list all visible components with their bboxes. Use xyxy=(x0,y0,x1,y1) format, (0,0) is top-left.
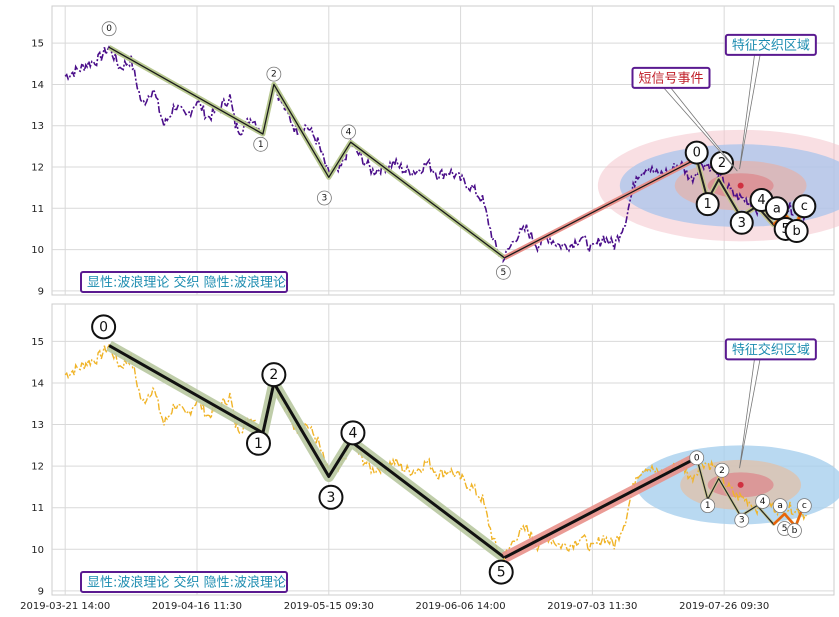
wave-label: 5 xyxy=(782,524,788,534)
wave-label: 5 xyxy=(501,268,507,278)
wave-label-circle xyxy=(784,219,809,244)
wave-label-circle xyxy=(684,140,709,165)
x-tick-label: 2019-07-26 09:30 xyxy=(679,601,769,612)
wave-label-circle xyxy=(796,498,812,514)
wave-label-circle xyxy=(729,210,754,235)
zone-center-dot xyxy=(737,182,744,189)
wave-label: 1 xyxy=(254,436,263,452)
wave-label-circle xyxy=(261,362,287,388)
zone-center-dot xyxy=(737,481,744,488)
wave-label-circle xyxy=(101,21,117,37)
callout-box xyxy=(724,33,817,56)
wave-label: a xyxy=(777,501,783,511)
wave-label-circle xyxy=(340,420,366,446)
wave-label-circle xyxy=(245,430,271,456)
wave-label-circle xyxy=(764,196,789,221)
x-tick-label: 2019-03-21 14:00 xyxy=(20,601,110,612)
wave-label-circle xyxy=(318,484,344,510)
y-tick-label: 12 xyxy=(31,462,44,473)
y-tick-label: 12 xyxy=(31,163,44,174)
wave-label: c xyxy=(801,199,808,214)
y-tick-label: 9 xyxy=(38,586,44,597)
wave-label-circle xyxy=(266,66,282,82)
wave-label-circle xyxy=(772,498,788,514)
wave-label: c xyxy=(802,501,807,511)
x-tick-label: 2019-06-06 14:00 xyxy=(416,601,506,612)
wave-label: 0 xyxy=(106,24,112,34)
y-tick-label: 11 xyxy=(31,204,44,215)
wave-label: 3 xyxy=(322,193,328,203)
callout-text: 短信号事件 xyxy=(639,71,704,86)
wave-label: 4 xyxy=(760,497,766,507)
wave-label: 1 xyxy=(258,140,264,150)
wave-label-circle xyxy=(91,314,117,340)
caption-box xyxy=(80,271,288,293)
wave-label: a xyxy=(773,201,781,216)
wave-label-circle xyxy=(787,523,802,538)
wave-label-circle xyxy=(714,462,730,478)
price-series-line xyxy=(64,45,807,264)
wave-label-circle xyxy=(341,124,356,140)
wave-label: 3 xyxy=(327,490,336,506)
wave-label: 2 xyxy=(271,70,277,80)
wave-label: b xyxy=(793,224,801,239)
wave-label-circle xyxy=(792,194,817,219)
wave-label-circle xyxy=(488,559,514,585)
wave-label: 2 xyxy=(719,466,725,476)
wave-label: 2 xyxy=(718,156,726,171)
y-tick-label: 15 xyxy=(31,39,44,50)
wave-label-circle xyxy=(316,190,332,206)
wave-label-circle xyxy=(734,512,750,528)
wave-line xyxy=(108,344,506,559)
y-tick-label: 13 xyxy=(31,121,44,132)
y-tick-label: 14 xyxy=(31,378,44,389)
wave-label-circle xyxy=(755,494,771,509)
wave-label: b xyxy=(792,526,798,536)
y-tick-label: 10 xyxy=(31,245,44,256)
x-tick-label: 2019-05-15 09:30 xyxy=(284,601,374,612)
caption-text: 显性:波浪理论 交织 隐性:波浪理论 xyxy=(87,575,286,591)
wave-label-circle xyxy=(496,264,511,280)
y-tick-label: 11 xyxy=(31,503,44,514)
x-axis: 2019-03-21 14:00 2019-04-16 11:30 2019-05-… xyxy=(20,601,769,612)
callout-text: 特征交织区域 xyxy=(732,342,810,358)
y-tick-label: 10 xyxy=(31,545,44,556)
wave-label: 0 xyxy=(99,319,108,335)
top-panel: 910111213141501234501234a5bc短信号事件特征交织区域显… xyxy=(31,5,839,297)
y-tick-label: 13 xyxy=(31,420,44,431)
wave-line xyxy=(504,158,697,259)
wave-label: 4 xyxy=(757,193,765,208)
callout-box xyxy=(631,66,711,89)
wave-label: 5 xyxy=(497,565,506,581)
wave-label-circle xyxy=(689,450,705,466)
wave-label: 3 xyxy=(738,216,746,231)
wave-label: 4 xyxy=(348,425,357,441)
sub-wave-line xyxy=(772,511,803,528)
wave-label: 1 xyxy=(704,197,712,212)
wave-label: 0 xyxy=(694,453,700,463)
wave-label: 2 xyxy=(269,367,278,383)
caption-box xyxy=(80,571,288,593)
x-tick-label: 2019-07-03 11:30 xyxy=(547,601,637,612)
caption-text: 显性:波浪理论 交织 隐性:波浪理论 xyxy=(87,275,286,291)
wave-label: 1 xyxy=(705,501,711,511)
wave-label-circle xyxy=(695,192,720,217)
wave-label: 4 xyxy=(346,127,352,137)
wave-line xyxy=(108,46,505,259)
y-tick-label: 9 xyxy=(38,286,44,297)
y-tick-label: 14 xyxy=(31,80,44,91)
wave-label: 0 xyxy=(693,146,701,161)
y-tick-label: 15 xyxy=(31,337,44,348)
x-tick-label: 2019-04-16 11:30 xyxy=(152,601,242,612)
wave-label-circle xyxy=(253,136,269,152)
callout-text: 特征交织区域 xyxy=(732,37,810,53)
wave-line xyxy=(503,456,698,559)
wave-label-circle xyxy=(700,498,716,514)
callout-box xyxy=(724,338,817,361)
wave-label: 3 xyxy=(739,516,745,526)
